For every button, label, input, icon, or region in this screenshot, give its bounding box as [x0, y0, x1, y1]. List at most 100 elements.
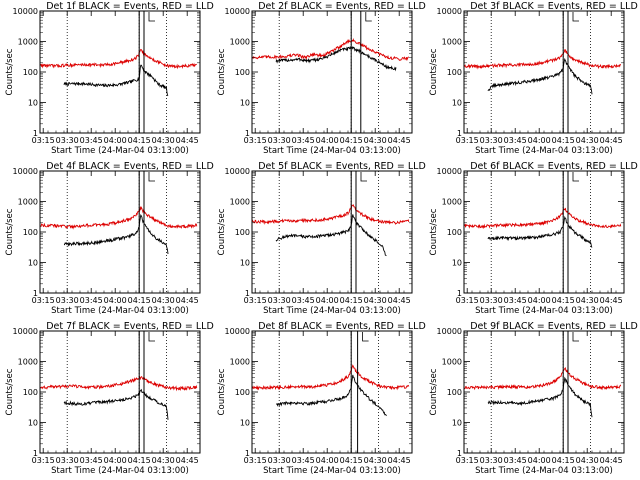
x-tick-label: 04:30	[152, 296, 175, 305]
x-axis-label: Start Time (24-Mar-04 03:13:00)	[51, 306, 189, 316]
x-tick-label: 04:30	[364, 456, 387, 465]
x-tick-label: 04:00	[104, 296, 127, 305]
y-axis-label: Counts/sec	[217, 368, 227, 415]
chart-title: Det 8f BLACK = Events, RED = LLD	[258, 321, 426, 332]
y-tick-label: 1	[245, 449, 250, 458]
x-tick-label: 03:30	[268, 136, 291, 145]
chart-title: Det 7f BLACK = Events, RED = LLD	[46, 321, 214, 332]
series-line-events	[487, 215, 593, 248]
bracket-marker	[572, 332, 579, 342]
y-axis-label: Counts/sec	[5, 368, 15, 415]
series-line-lld	[464, 207, 622, 230]
x-axis-label: Start Time (24-Mar-04 03:13:00)	[263, 306, 401, 316]
y-axis-label: Counts/sec	[429, 368, 439, 415]
plot-frame	[251, 330, 413, 454]
plot-frame	[463, 10, 625, 134]
y-tick-label: 1	[33, 129, 38, 138]
series-line-events	[276, 374, 387, 417]
y-tick-label: 1	[457, 129, 462, 138]
y-tick-label: 1000	[442, 198, 462, 207]
plot-frame	[463, 330, 625, 454]
x-tick-label: 04:15	[128, 136, 151, 145]
x-tick-label: 03:30	[480, 136, 503, 145]
x-tick-label: 03:45	[80, 136, 103, 145]
x-axis-label: Start Time (24-Mar-04 03:13:00)	[51, 466, 189, 476]
bracket-marker	[148, 12, 155, 22]
series-line-events	[275, 45, 397, 72]
x-tick-label: 03:15	[456, 296, 479, 305]
x-tick-label: 03:30	[268, 456, 291, 465]
chart-title: Det 3f BLACK = Events, RED = LLD	[470, 1, 638, 12]
series-line-lld	[464, 367, 622, 391]
x-tick-label: 04:30	[364, 296, 387, 305]
y-tick-label: 10	[452, 99, 462, 108]
y-tick-label: 1	[457, 449, 462, 458]
y-axis-label: Counts/sec	[5, 208, 15, 255]
y-tick-label: 10000	[13, 327, 38, 336]
x-tick-label: 03:45	[292, 296, 315, 305]
series-line-events	[487, 376, 593, 418]
y-tick-label: 1000	[18, 38, 38, 47]
x-tick-label: 04:15	[128, 456, 151, 465]
x-tick-label: 03:15	[32, 456, 55, 465]
y-tick-label: 10	[240, 259, 250, 268]
y-tick-label: 10000	[437, 167, 462, 176]
chart-title: Det 5f BLACK = Events, RED = LLD	[258, 161, 426, 172]
x-tick-label: 03:45	[292, 136, 315, 145]
bracket-marker	[572, 12, 579, 22]
x-tick-label: 03:30	[56, 456, 79, 465]
x-tick-label: 03:30	[480, 456, 503, 465]
x-tick-label: 03:15	[244, 296, 267, 305]
x-tick-label: 04:30	[576, 296, 599, 305]
x-tick-label: 04:45	[388, 136, 411, 145]
x-tick-label: 03:45	[80, 296, 103, 305]
x-axis-label: Start Time (24-Mar-04 03:13:00)	[263, 466, 401, 476]
series-line-events	[63, 388, 169, 420]
y-tick-label: 1000	[230, 38, 250, 47]
y-tick-label: 10000	[13, 7, 38, 16]
y-axis-label: Counts/sec	[429, 48, 439, 95]
x-tick-label: 03:45	[504, 136, 527, 145]
bracket-marker	[148, 172, 155, 182]
chart-panel-5f: Det 5f BLACK = Events, RED = LLD 03:15 03:…	[217, 161, 426, 316]
series-line-lld	[40, 205, 198, 230]
x-tick-label: 03:30	[56, 136, 79, 145]
chart-title: Det 6f BLACK = Events, RED = LLD	[470, 161, 638, 172]
series-line-lld	[40, 48, 197, 70]
chart-title: Det 9f BLACK = Events, RED = LLD	[470, 321, 638, 332]
y-tick-label: 1	[33, 449, 38, 458]
y-tick-label: 1	[245, 129, 250, 138]
series-line-lld	[464, 49, 622, 70]
series-line-events	[63, 64, 169, 97]
plot-frame	[251, 170, 413, 294]
y-tick-label: 10	[28, 259, 38, 268]
y-tick-label: 10	[28, 99, 38, 108]
x-tick-label: 03:45	[292, 456, 315, 465]
x-tick-label: 04:15	[340, 136, 363, 145]
y-tick-label: 100	[235, 228, 250, 237]
x-tick-label: 03:45	[504, 456, 527, 465]
y-tick-label: 100	[235, 388, 250, 397]
series-line-lld	[252, 204, 410, 225]
y-tick-label: 10000	[225, 167, 250, 176]
x-tick-label: 04:00	[316, 456, 339, 465]
plot-frame	[39, 170, 201, 294]
series-line-lld	[40, 375, 198, 392]
y-tick-label: 1000	[230, 358, 250, 367]
x-tick-label: 04:45	[176, 296, 199, 305]
y-tick-label: 10	[452, 259, 462, 268]
x-tick-label: 04:00	[316, 136, 339, 145]
y-tick-label: 1000	[442, 358, 462, 367]
y-tick-label: 1	[33, 289, 38, 298]
bracket-marker	[148, 332, 155, 342]
y-axis-label: Counts/sec	[217, 208, 227, 255]
x-tick-label: 04:30	[364, 136, 387, 145]
bracket-marker	[360, 172, 367, 182]
chart-title: Det 1f BLACK = Events, RED = LLD	[46, 1, 214, 12]
y-tick-label: 10	[452, 419, 462, 428]
y-tick-label: 10	[28, 419, 38, 428]
y-tick-label: 1	[457, 289, 462, 298]
